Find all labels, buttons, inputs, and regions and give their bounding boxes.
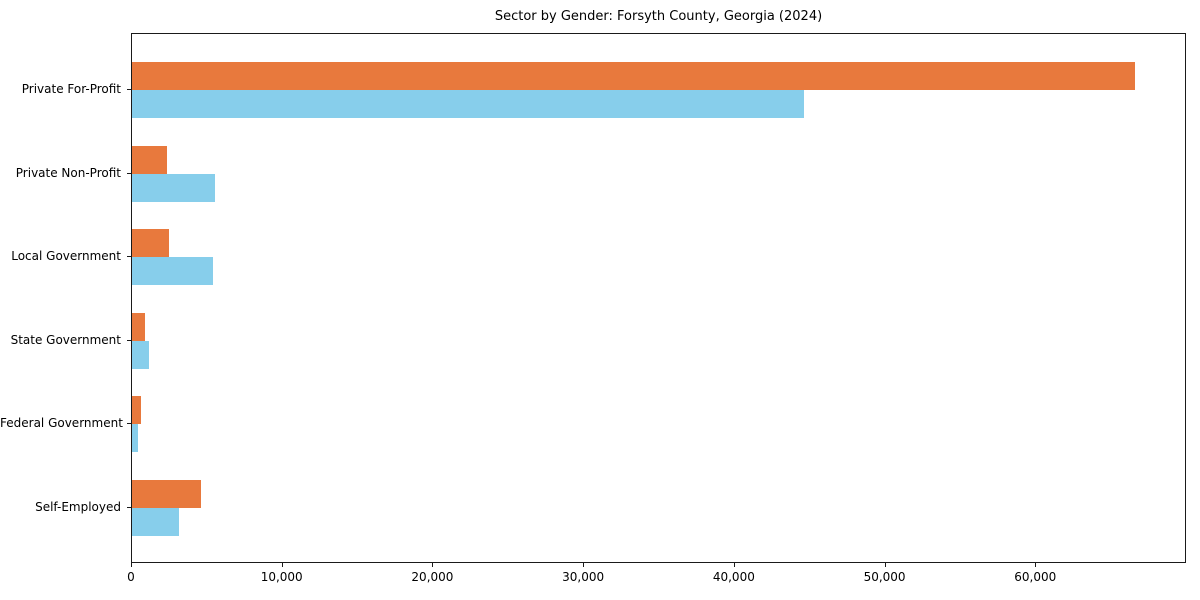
xtick-label-40000: 40,000 bbox=[712, 570, 755, 584]
xtick-label-10000: 10,000 bbox=[260, 570, 303, 584]
ytick-label-state-government: State Government bbox=[10, 332, 121, 347]
ytick-label-federal-government: Federal Government bbox=[0, 416, 123, 431]
bar-female-state-government bbox=[132, 340, 150, 369]
ytick-mark bbox=[127, 423, 131, 425]
xtick-label-0: 0 bbox=[127, 570, 135, 584]
bar-male-private-for-profit bbox=[132, 62, 1135, 90]
xtick-mark bbox=[432, 563, 434, 567]
ytick-label-self-employed: Self-Employed bbox=[35, 500, 121, 514]
chart-title: Sector by Gender: Forsyth County, Georgi… bbox=[494, 9, 823, 24]
plot-area: Male Female bbox=[131, 33, 1186, 563]
ytick-mark bbox=[127, 507, 131, 508]
bar-female-federal-government bbox=[132, 424, 139, 453]
ytick-mark bbox=[127, 256, 131, 258]
bar-male-self-employed bbox=[132, 480, 202, 508]
bar-male-private-non-profit bbox=[132, 145, 167, 174]
y-axis: Private For-Profit Private Non-Profit Loca… bbox=[0, 33, 131, 563]
ytick-mark bbox=[127, 172, 131, 174]
xtick-mark bbox=[733, 563, 735, 567]
bar-female-private-non-profit bbox=[132, 173, 215, 202]
x-axis: 0 10,000 20,000 30,000 40,000 50,000 60,000 bbox=[127, 563, 1186, 595]
xtick-mark bbox=[1035, 563, 1037, 567]
bar-female-private-for-profit bbox=[132, 90, 805, 118]
ytick-label-private-non-profit: Private Non-Profit bbox=[15, 165, 121, 180]
xtick-mark bbox=[281, 563, 283, 567]
ytick-mark bbox=[127, 339, 131, 341]
ytick-mark bbox=[127, 89, 131, 90]
bar-female-self-employed bbox=[132, 508, 180, 536]
bar-male-state-government bbox=[132, 312, 145, 341]
bars-layer bbox=[132, 34, 1185, 562]
xtick-label-20000: 20,000 bbox=[411, 570, 454, 584]
xtick-label-30000: 30,000 bbox=[562, 570, 605, 584]
bar-female-local-government bbox=[132, 257, 214, 286]
bar-male-federal-government bbox=[132, 396, 142, 425]
xtick-mark bbox=[131, 563, 132, 567]
xtick-mark bbox=[884, 563, 886, 567]
ytick-label-private-for-profit: Private For-Profit bbox=[21, 82, 121, 96]
bar-male-local-government bbox=[132, 229, 169, 258]
ytick-label-local-government: Local Government bbox=[11, 249, 121, 264]
xtick-mark bbox=[583, 563, 585, 567]
xtick-label-60000: 60,000 bbox=[1014, 570, 1057, 584]
xtick-label-50000: 50,000 bbox=[863, 570, 906, 584]
